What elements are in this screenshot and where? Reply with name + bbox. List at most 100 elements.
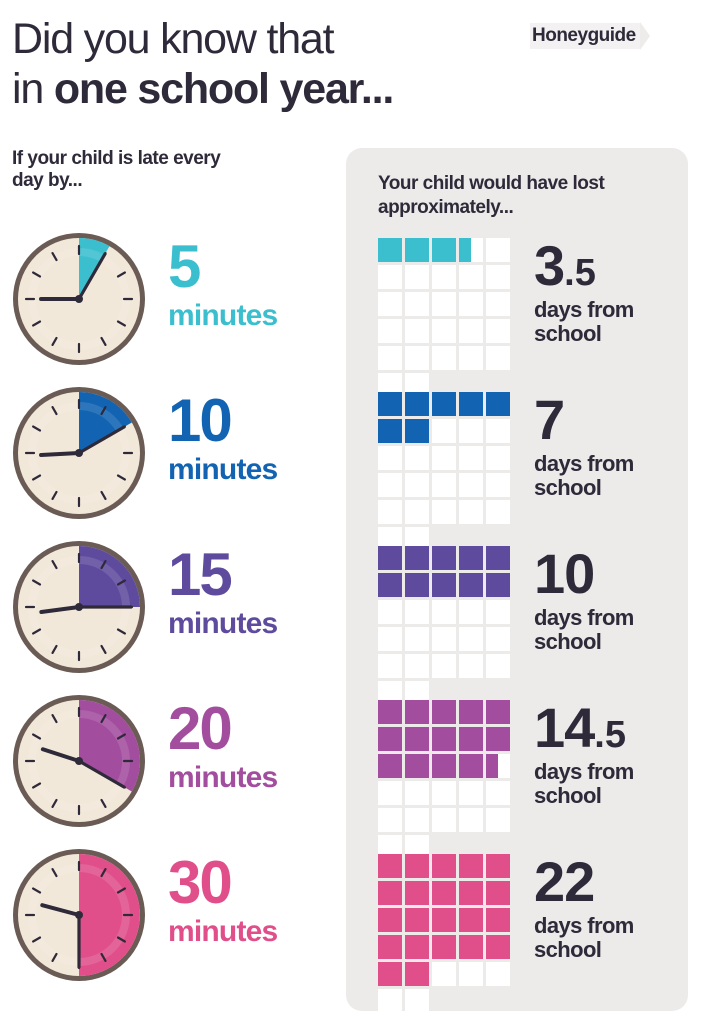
logo-arrow-icon [639,22,650,50]
day-lost-cell [459,854,483,878]
day-lost-cell [432,700,456,724]
day-cell [486,238,510,262]
clock-tick [116,887,127,894]
day-lost-cell [405,908,429,932]
clock-hour-hand [39,451,81,457]
clock-tick [51,406,58,416]
day-lost-cell [405,727,429,751]
left-column-heading: If your child is late every day by... [12,148,232,192]
day-lost-cell [405,962,429,986]
clock-tick [51,868,58,878]
minutes-late-label: minutes [168,453,278,486]
day-cell [378,446,402,470]
day-lost-cell [459,392,483,416]
lateness-row: 20 minutes 14.5 days from school [0,695,707,859]
day-lost-cell [432,392,456,416]
day-lost-cell [459,908,483,932]
lateness-row: 30 minutes 22 days from school [0,849,707,1013]
day-lost-cell [459,881,483,905]
day-cell [486,319,510,343]
title-line-1: Did you know that [12,15,335,63]
day-lost-cell [432,854,456,878]
clock-tick [116,936,127,943]
day-cell [486,265,510,289]
day-lost-cell [486,908,510,932]
day-cell [378,500,402,524]
day-cell [459,346,483,370]
day-cell [405,600,429,624]
day-cell [432,446,456,470]
day-cell [459,265,483,289]
clock-tick [32,628,42,635]
clock-center [75,911,83,919]
day-cell [378,473,402,497]
day-cell [459,319,483,343]
day-cell [486,419,510,443]
days-lost-label: days from school [534,297,634,346]
day-lost-cell [459,935,483,959]
day-lost-cell [486,935,510,959]
days-lost-value: 10 [534,544,595,611]
day-cell [432,600,456,624]
day-lost-cell [459,573,483,597]
clock-hour-hand [40,903,81,917]
minutes-late-value: 5 [168,233,201,300]
clock-tick [100,336,107,347]
day-lost-cell [405,854,429,878]
day-lost-cell [486,754,498,778]
day-cell [486,500,510,524]
elapsed-time-wedge [79,546,140,607]
days-lost-integer: 7 [534,388,565,451]
day-lost-cell [378,935,402,959]
day-cell [405,808,429,832]
day-cell [459,808,483,832]
clock-center [75,757,83,765]
day-lost-cell [486,700,510,724]
day-cell [378,292,402,316]
day-lost-cell [432,546,456,570]
minutes-late-label: minutes [168,299,278,332]
clock-center [75,449,83,457]
day-cell [432,265,456,289]
day-lost-cell [378,573,402,597]
day-cell [486,473,510,497]
title-line-2-bold: one school year... [53,65,394,113]
clock-minute-hand [77,252,107,301]
right-column-heading: Your child would have lost approximately… [378,172,648,220]
days-lost-fraction: .5 [564,252,596,294]
day-cell [486,781,510,805]
day-lost-cell [432,573,456,597]
day-lost-cell [378,854,402,878]
day-lost-cell [378,238,402,262]
day-cell [405,989,429,1013]
days-lost-integer: 14 [534,696,595,759]
day-lost-cell [378,727,402,751]
clock-tick [32,887,42,894]
minutes-late-value: 30 [168,849,233,916]
day-lost-cell [378,546,402,570]
days-lost-grid [378,392,510,551]
day-cell [378,989,402,1013]
day-lost-cell [378,392,402,416]
day-lost-cell [432,881,456,905]
day-cell [405,654,429,678]
day-cell [405,292,429,316]
day-lost-cell [405,238,429,262]
clock-tick [100,406,107,416]
left-heading-text: If your child is late every day by... [12,148,221,191]
day-cell [459,473,483,497]
clock-center [75,295,83,303]
clock-tick [100,644,107,655]
days-lost-integer: 22 [534,850,595,913]
day-cell [378,781,402,805]
day-cell [486,446,510,470]
clock-minute-hand [77,425,126,455]
day-cell [486,627,510,651]
clock-icon [13,387,145,519]
minutes-late-label: minutes [168,607,278,640]
clock-tick [100,490,107,501]
clock-tick [51,714,58,724]
day-lost-cell [405,419,429,443]
day-cell [378,265,402,289]
day-cell [378,627,402,651]
